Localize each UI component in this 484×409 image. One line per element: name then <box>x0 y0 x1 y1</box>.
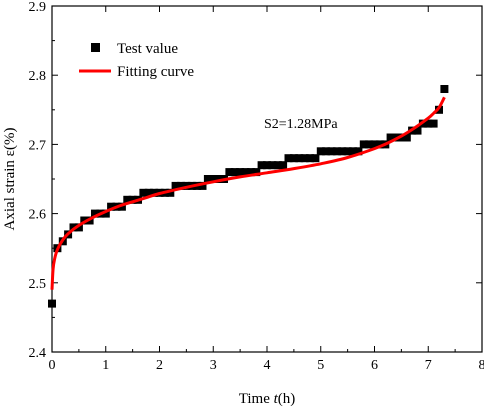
test-value-points <box>48 85 449 308</box>
y-tick-label-0: 2.4 <box>29 346 47 361</box>
test-value-point <box>123 195 132 204</box>
x-axis: 0 1 2 3 4 5 6 7 8 <box>49 6 484 373</box>
test-value-point <box>101 209 110 218</box>
test-value-point <box>144 188 153 197</box>
test-value-point <box>413 126 422 135</box>
x-tick-label-1: 1 <box>102 358 109 373</box>
legend-marker-test-value <box>91 43 100 52</box>
y-tick-label-2: 2.6 <box>29 208 47 223</box>
test-value-point <box>230 168 239 177</box>
plot-area: 0 1 2 3 4 5 6 7 8 2.4 2.5 2.6 2.7 2.8 2.9 <box>29 0 484 373</box>
plot-frame <box>51 5 483 353</box>
test-value-point <box>370 140 379 149</box>
test-value-point <box>322 147 331 156</box>
legend: Test value Fitting curve <box>79 41 194 80</box>
x-tick-label-3: 3 <box>210 358 217 373</box>
y-tick-label-5: 2.9 <box>29 0 47 15</box>
test-value-point <box>365 140 374 149</box>
test-value-point <box>225 168 234 177</box>
test-value-point <box>316 147 325 156</box>
legend-label-test-value: Test value <box>117 41 178 57</box>
x-tick-label-8: 8 <box>479 358 484 373</box>
test-value-point <box>117 202 126 211</box>
test-value-point <box>375 140 384 149</box>
test-value-point <box>263 161 271 170</box>
test-value-point <box>203 175 212 183</box>
x-tick-label-7: 7 <box>425 358 432 373</box>
legend-label-fitting-curve: Fitting curve <box>117 64 194 80</box>
test-value-point <box>327 147 336 156</box>
test-value-point <box>171 181 180 190</box>
fitting-curve-line <box>50 96 446 290</box>
x-tick-label-6: 6 <box>371 358 378 373</box>
test-value-point <box>295 154 304 163</box>
test-value-point <box>257 161 266 170</box>
test-value-point <box>359 140 368 149</box>
test-value-point <box>424 119 433 128</box>
test-value-point <box>402 133 411 142</box>
test-value-point <box>48 299 56 308</box>
test-value-point <box>252 168 261 177</box>
x-tick-label-0: 0 <box>49 358 56 373</box>
test-value-point <box>306 154 314 163</box>
test-value-point <box>107 202 116 211</box>
test-value-point <box>429 119 438 128</box>
y-axis-title: Axial strain ε(%) <box>2 128 18 231</box>
test-value-point <box>74 223 83 232</box>
test-value-point <box>332 147 341 156</box>
test-value-point <box>349 147 357 156</box>
test-value-point <box>198 181 207 190</box>
x-tick-label-2: 2 <box>156 358 163 373</box>
test-value-point <box>166 188 175 197</box>
test-value-point <box>311 154 320 163</box>
annotation-s2: S2=1.28MPa <box>264 117 338 132</box>
test-value-point <box>246 168 255 177</box>
y-tick-label-1: 2.5 <box>29 277 47 292</box>
test-value-point <box>128 195 137 204</box>
test-value-point <box>209 175 218 183</box>
test-value-point <box>236 168 245 177</box>
test-value-point <box>279 161 288 170</box>
test-value-point <box>273 161 282 170</box>
test-value-point <box>268 161 277 170</box>
x-tick-label-4: 4 <box>264 358 271 373</box>
x-axis-title: Time t(h) <box>239 391 296 407</box>
test-value-point <box>354 147 363 156</box>
test-value-point <box>338 147 347 156</box>
test-value-point <box>386 133 395 142</box>
test-value-point <box>177 181 185 190</box>
test-value-point <box>91 209 99 218</box>
test-value-point <box>300 154 309 163</box>
test-value-point <box>343 147 352 156</box>
test-value-point <box>284 154 293 163</box>
test-value-point <box>440 85 449 93</box>
test-value-point <box>241 168 250 177</box>
y-tick-label-3: 2.7 <box>29 138 47 153</box>
test-value-point <box>150 188 159 197</box>
test-value-point <box>289 154 298 163</box>
x-axis-title-prefix: Time <box>239 391 274 407</box>
y-tick-label-4: 2.8 <box>29 69 47 84</box>
x-axis-title-variable: t <box>274 391 279 407</box>
x-axis-title-suffix: (h) <box>278 391 296 407</box>
test-value-point <box>214 175 223 183</box>
x-tick-label-5: 5 <box>317 358 324 373</box>
y-axis: 2.4 2.5 2.6 2.7 2.8 2.9 <box>29 0 482 361</box>
test-value-point <box>139 188 148 197</box>
